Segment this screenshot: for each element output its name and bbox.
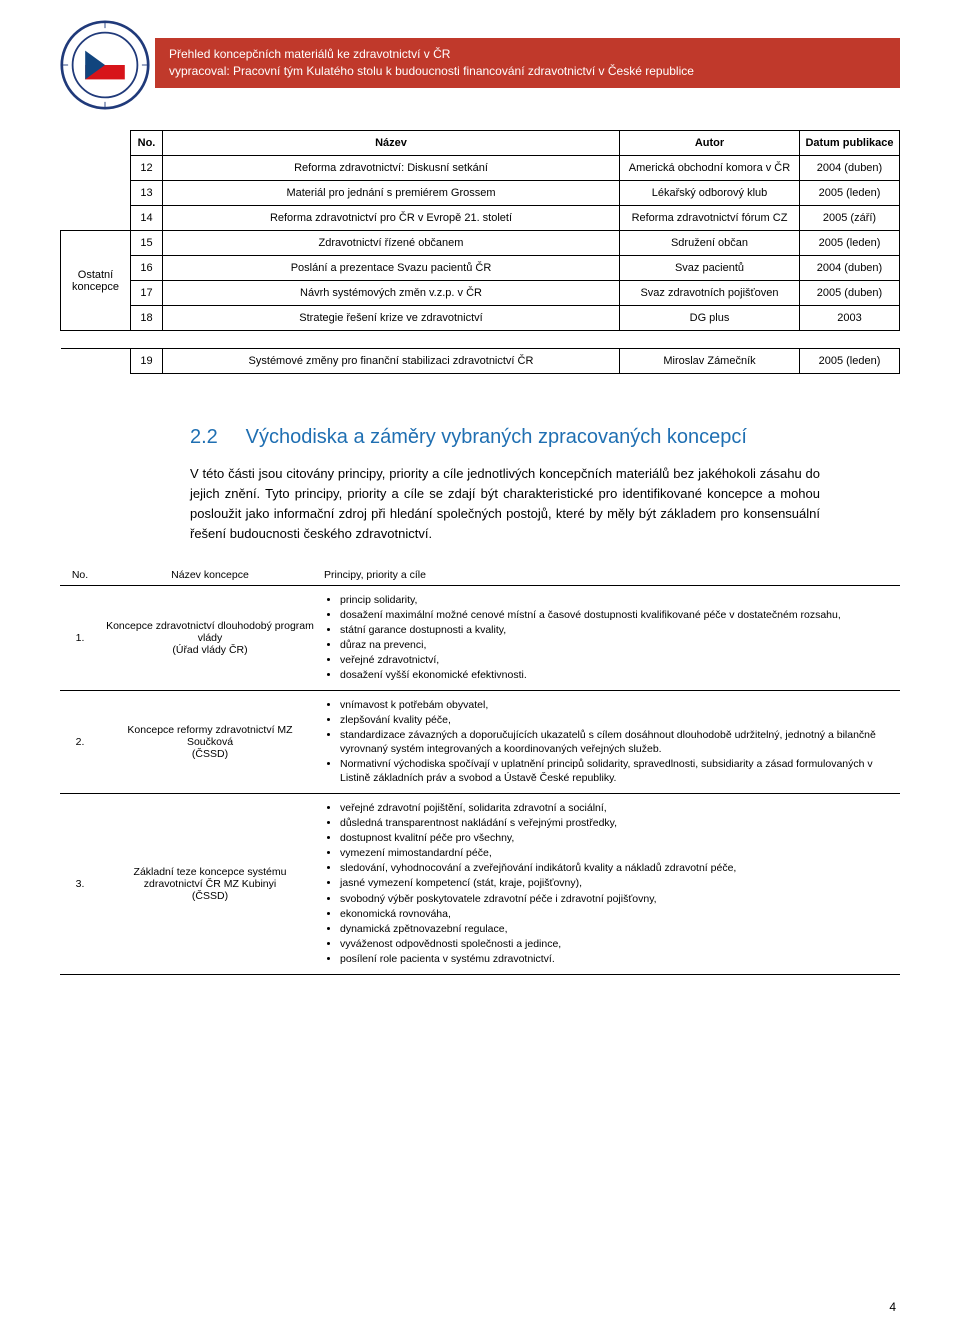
cell-author: Reforma zdravotnictví fórum CZ — [620, 206, 800, 231]
list-item: dosažení maximální možné cenové místní a… — [340, 608, 896, 622]
group-label: Ostatní koncepce — [61, 231, 131, 331]
list-item: dynamická zpětnovazební regulace, — [340, 922, 896, 936]
col-no: No. — [60, 565, 100, 586]
cell-no: 15 — [131, 231, 163, 256]
cell-name: Systémové změny pro finanční stabilizaci… — [163, 349, 620, 374]
section-number: 2.2 — [190, 424, 218, 450]
list-item: ekonomická rovnováha, — [340, 907, 896, 921]
cell-author: Lékařský odborový klub — [620, 181, 800, 206]
list-item: důraz na prevenci, — [340, 638, 896, 652]
cell-no: 18 — [131, 306, 163, 331]
page-number: 4 — [889, 1300, 896, 1314]
cell-date: 2005 (leden) — [800, 349, 900, 374]
cell-author: Americká obchodní komora v ČR — [620, 156, 800, 181]
cell-no: 12 — [131, 156, 163, 181]
table-concepts: No. Název Autor Datum publikace 12 Refor… — [60, 130, 900, 374]
principles-header: No. Název koncepce Principy, priority a … — [60, 565, 900, 586]
cell-name: Zdravotnictví řízené občanem — [163, 231, 620, 256]
cell-name: Strategie řešení krize ve zdravotnictví — [163, 306, 620, 331]
header-band: Přehled koncepčních materiálů ke zdravot… — [155, 38, 900, 88]
col-no: No. — [131, 131, 163, 156]
cell-author: Svaz pacientů — [620, 256, 800, 281]
cell-date: 2004 (duben) — [800, 256, 900, 281]
table-row: 17 Návrh systémových změn v.z.p. v ČR Sv… — [61, 281, 900, 306]
cell-date: 2005 (leden) — [800, 181, 900, 206]
cell-date: 2005 (září) — [800, 206, 900, 231]
principles-list: vnímavost k potřebám obyvatel, zlepšován… — [324, 698, 896, 786]
list-item: Normativní východiska spočívají v uplatn… — [340, 757, 896, 785]
cell-author: DG plus — [620, 306, 800, 331]
table-row: 14 Reforma zdravotnictví pro ČR v Evropě… — [61, 206, 900, 231]
cell-principles: vnímavost k potřebám obyvatel, zlepšován… — [320, 690, 900, 793]
cell-author: Svaz zdravotních pojišťoven — [620, 281, 800, 306]
cell-name: Materiál pro jednání s premiérem Grossem — [163, 181, 620, 206]
cell-name: Základní teze koncepce systému zdravotni… — [100, 793, 320, 974]
table-row: 19 Systémové změny pro finanční stabiliz… — [61, 349, 900, 374]
table-row: 13 Materiál pro jednání s premiérem Gros… — [61, 181, 900, 206]
table-row: 18 Strategie řešení krize ve zdravotnict… — [61, 306, 900, 331]
cell-principles: veřejné zdravotní pojištění, solidarita … — [320, 793, 900, 974]
principles-list: princip solidarity, dosažení maximální m… — [324, 593, 896, 683]
col-name: Název — [163, 131, 620, 156]
cell-no: 1. — [60, 585, 100, 690]
list-item: dosažení vyšší ekonomické efektivnosti. — [340, 668, 896, 682]
list-item: zlepšování kvality péče, — [340, 713, 896, 727]
table-header-row: No. Název Autor Datum publikace — [61, 131, 900, 156]
list-item: vymezení mimostandardní péče, — [340, 846, 896, 860]
header-line2: vypracoval: Pracovní tým Kulatého stolu … — [169, 63, 886, 80]
cell-name: Koncepce zdravotnictví dlouhodobý progra… — [100, 585, 320, 690]
cell-no: 16 — [131, 256, 163, 281]
section-heading: 2.2 Východiska a záměry vybraných zpraco… — [190, 424, 820, 450]
list-item: standardizace závazných a doporučujících… — [340, 728, 896, 756]
cell-name: Koncepce reformy zdravotnictví MZ Součko… — [100, 690, 320, 793]
cell-no: 2. — [60, 690, 100, 793]
section-title: Východiska a záměry vybraných zpracovaný… — [246, 426, 747, 448]
cell-author: Miroslav Zámečník — [620, 349, 800, 374]
cell-principles: princip solidarity, dosažení maximální m… — [320, 585, 900, 690]
cell-name: Poslání a prezentace Svazu pacientů ČR — [163, 256, 620, 281]
cell-no: 17 — [131, 281, 163, 306]
cell-name: Návrh systémových změn v.z.p. v ČR — [163, 281, 620, 306]
cell-name: Reforma zdravotnictví: Diskusní setkání — [163, 156, 620, 181]
content-area: No. Název Autor Datum publikace 12 Refor… — [60, 130, 900, 975]
principles-row: 3. Základní teze koncepce systému zdravo… — [60, 793, 900, 974]
list-item: sledování, vyhodnocování a zveřejňování … — [340, 861, 896, 875]
cell-author: Sdružení občan — [620, 231, 800, 256]
list-item: vyváženost odpovědnosti společnosti a je… — [340, 937, 896, 951]
header-line1: Přehled koncepčních materiálů ke zdravot… — [169, 46, 886, 63]
list-item: veřejné zdravotnictví, — [340, 653, 896, 667]
cell-date: 2004 (duben) — [800, 156, 900, 181]
list-item: vnímavost k potřebám obyvatel, — [340, 698, 896, 712]
list-item: dostupnost kvalitní péče pro všechny, — [340, 831, 896, 845]
cell-no: 3. — [60, 793, 100, 974]
principles-row: 1. Koncepce zdravotnictví dlouhodobý pro… — [60, 585, 900, 690]
col-date: Datum publikace — [800, 131, 900, 156]
col-principles: Principy, priority a cíle — [320, 565, 900, 586]
cell-date: 2005 (duben) — [800, 281, 900, 306]
principles-row: 2. Koncepce reformy zdravotnictví MZ Sou… — [60, 690, 900, 793]
cell-no: 14 — [131, 206, 163, 231]
list-item: státní garance dostupnosti a kvality, — [340, 623, 896, 637]
table-row: Ostatní koncepce 15 Zdravotnictví řízené… — [61, 231, 900, 256]
gap-row — [61, 331, 900, 349]
list-item: důsledná transparentnost nakládání s veř… — [340, 816, 896, 830]
list-item: svobodný výběr poskytovatele zdravotní p… — [340, 892, 896, 906]
table-principles: No. Název koncepce Principy, priority a … — [60, 565, 900, 975]
logo — [60, 20, 150, 110]
table-row: 12 Reforma zdravotnictví: Diskusní setká… — [61, 156, 900, 181]
cell-date: 2005 (leden) — [800, 231, 900, 256]
list-item: jasné vymezení kompetencí (stát, kraje, … — [340, 876, 896, 890]
cell-date: 2003 — [800, 306, 900, 331]
section-paragraph: V této části jsou citovány principy, pri… — [190, 464, 820, 545]
col-author: Autor — [620, 131, 800, 156]
list-item: princip solidarity, — [340, 593, 896, 607]
cell-no: 19 — [131, 349, 163, 374]
cell-no: 13 — [131, 181, 163, 206]
cell-name: Reforma zdravotnictví pro ČR v Evropě 21… — [163, 206, 620, 231]
list-item: veřejné zdravotní pojištění, solidarita … — [340, 801, 896, 815]
table-row: 16 Poslání a prezentace Svazu pacientů Č… — [61, 256, 900, 281]
col-name: Název koncepce — [100, 565, 320, 586]
list-item: posílení role pacienta v systému zdravot… — [340, 952, 896, 966]
principles-list: veřejné zdravotní pojištění, solidarita … — [324, 801, 896, 967]
